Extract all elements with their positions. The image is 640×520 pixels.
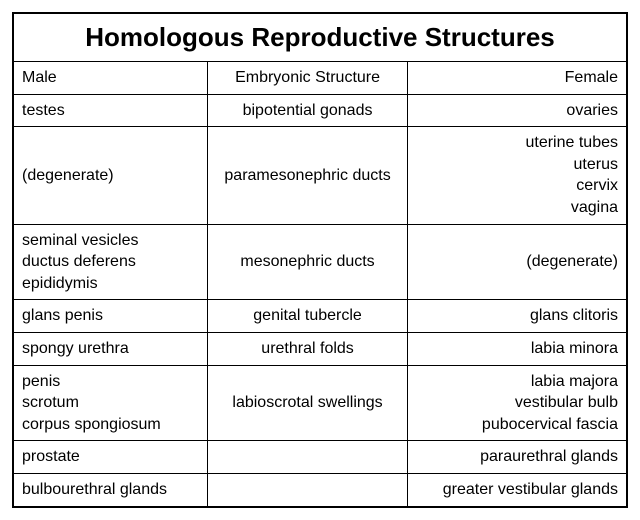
cell-male: bulbourethral glands xyxy=(14,474,208,506)
table-row: bulbourethral glands greater vestibular g… xyxy=(14,474,626,506)
cell-male: (degenerate) xyxy=(14,127,208,223)
cell-line: corpus spongiosum xyxy=(22,414,199,436)
cell-line: paramesonephric ducts xyxy=(224,165,390,187)
cell-male: glans penis xyxy=(14,300,208,332)
cell-female: ovaries xyxy=(408,95,626,127)
cell-embryonic: urethral folds xyxy=(208,333,407,365)
cell-line: prostate xyxy=(22,446,199,468)
cell-line: penis xyxy=(22,371,199,393)
cell-line: cervix xyxy=(576,175,618,197)
cell-line: uterus xyxy=(574,154,618,176)
table-row: glans penis genital tubercle glans clitori… xyxy=(14,300,626,333)
cell-embryonic: genital tubercle xyxy=(208,300,407,332)
cell-line: bulbourethral glands xyxy=(22,479,199,501)
cell-line: epididymis xyxy=(22,273,199,295)
cell-line: ovaries xyxy=(566,100,618,122)
cell-line: (degenerate) xyxy=(22,165,199,187)
cell-line: labia minora xyxy=(531,338,618,360)
col-header-male: Male xyxy=(14,62,208,94)
cell-line: labioscrotal swellings xyxy=(232,392,382,414)
cell-line: bipotential gonads xyxy=(243,100,373,122)
cell-line: pubocervical fascia xyxy=(482,414,618,436)
cell-embryonic xyxy=(208,474,407,506)
cell-line: glans penis xyxy=(22,305,199,327)
table-row: (degenerate) paramesonephric ducts uterine… xyxy=(14,127,626,224)
cell-female: glans clitoris xyxy=(408,300,626,332)
cell-embryonic xyxy=(208,441,407,473)
col-header-female: Female xyxy=(408,62,626,94)
table-row: penisscrotumcorpus spongiosum labioscrota… xyxy=(14,366,626,442)
table-row: prostate paraurethral glands xyxy=(14,441,626,474)
cell-embryonic: paramesonephric ducts xyxy=(208,127,407,223)
cell-embryonic: mesonephric ducts xyxy=(208,225,407,300)
cell-line: genital tubercle xyxy=(253,305,362,327)
cell-line: labia majora xyxy=(531,371,618,393)
cell-line: uterine tubes xyxy=(525,132,618,154)
cell-female: greater vestibular glands xyxy=(408,474,626,506)
cell-female: labia minora xyxy=(408,333,626,365)
cell-line: paraurethral glands xyxy=(480,446,618,468)
cell-line: urethral folds xyxy=(261,338,354,360)
cell-line: vagina xyxy=(571,197,618,219)
cell-line: scrotum xyxy=(22,392,199,414)
cell-line: greater vestibular glands xyxy=(443,479,618,501)
table-row: seminal vesiclesductus deferensepididymi… xyxy=(14,225,626,301)
table-header-row: Male Embryonic Structure Female xyxy=(14,62,626,95)
cell-embryonic: labioscrotal swellings xyxy=(208,366,407,441)
cell-male: spongy urethra xyxy=(14,333,208,365)
cell-female: labia majoravestibular bulbpubocervical … xyxy=(408,366,626,441)
cell-male: prostate xyxy=(14,441,208,473)
cell-female: uterine tubesuteruscervixvagina xyxy=(408,127,626,223)
table-title: Homologous Reproductive Structures xyxy=(14,14,626,62)
cell-line: mesonephric ducts xyxy=(240,251,374,273)
cell-line: seminal vesicles xyxy=(22,230,199,252)
cell-embryonic: bipotential gonads xyxy=(208,95,407,127)
cell-line: spongy urethra xyxy=(22,338,199,360)
cell-female: paraurethral glands xyxy=(408,441,626,473)
cell-male: testes xyxy=(14,95,208,127)
col-header-embryonic: Embryonic Structure xyxy=(208,62,407,94)
cell-line: (degenerate) xyxy=(526,251,618,273)
cell-line: vestibular bulb xyxy=(515,392,618,414)
cell-line: ductus deferens xyxy=(22,251,199,273)
table-row: testes bipotential gonads ovaries xyxy=(14,95,626,128)
cell-line: glans clitoris xyxy=(530,305,618,327)
table-row: spongy urethra urethral folds labia minora xyxy=(14,333,626,366)
cell-male: seminal vesiclesductus deferensepididymi… xyxy=(14,225,208,300)
homologous-structures-table: Homologous Reproductive Structures Male … xyxy=(12,12,628,508)
cell-female: (degenerate) xyxy=(408,225,626,300)
cell-line: testes xyxy=(22,100,199,122)
cell-male: penisscrotumcorpus spongiosum xyxy=(14,366,208,441)
